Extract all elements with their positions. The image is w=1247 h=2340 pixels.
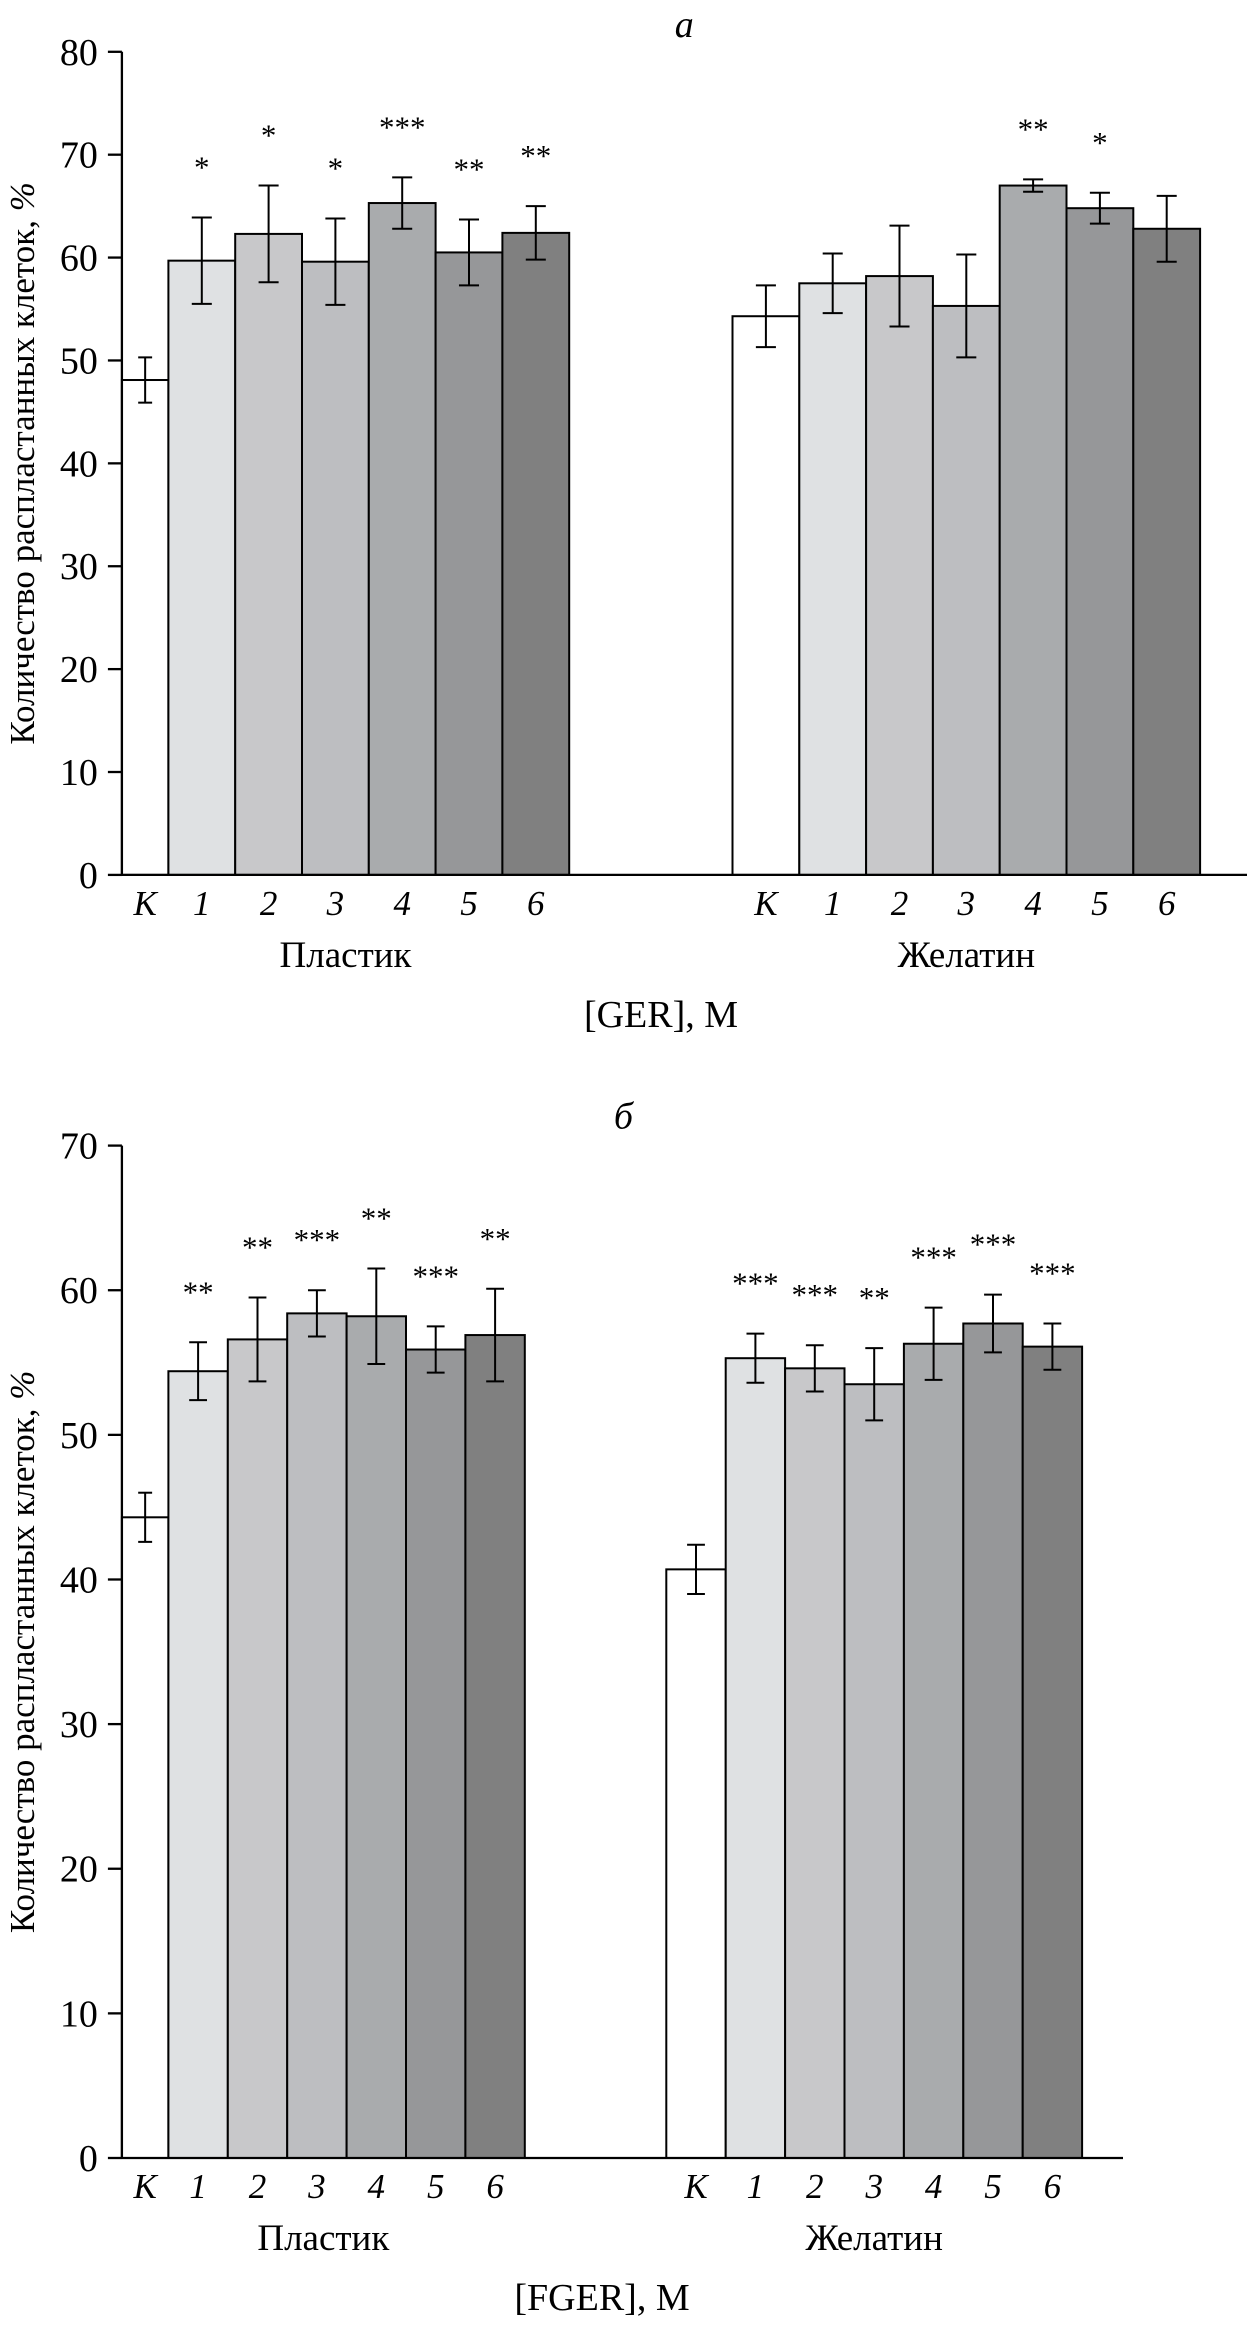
svg-text:6: 6	[527, 884, 545, 923]
svg-text:50: 50	[60, 1415, 98, 1457]
svg-text:***: ***	[1029, 1255, 1076, 1290]
svg-text:80: 80	[60, 32, 98, 74]
svg-text:**: **	[242, 1229, 273, 1264]
svg-text:40: 40	[60, 1559, 98, 1601]
svg-text:Количество распластанных клето: Количество распластанных клеток, %	[3, 182, 42, 745]
svg-text:[FGER], М: [FGER], М	[514, 2277, 689, 2319]
svg-text:3: 3	[326, 884, 345, 923]
svg-text:***: ***	[412, 1258, 459, 1293]
svg-text:Пластик: Пластик	[280, 935, 413, 976]
svg-text:60: 60	[60, 1270, 98, 1312]
svg-text:*: *	[194, 149, 210, 184]
svg-text:4: 4	[393, 884, 411, 923]
svg-text:**: **	[859, 1280, 890, 1315]
svg-text:Желатин: Желатин	[805, 2218, 942, 2259]
svg-text:*: *	[1092, 125, 1108, 160]
svg-text:3: 3	[307, 2167, 326, 2206]
svg-text:3: 3	[957, 884, 976, 923]
svg-text:б: б	[614, 1100, 635, 1137]
svg-text:2: 2	[806, 2167, 824, 2206]
svg-text:70: 70	[60, 1126, 98, 1168]
svg-text:0: 0	[79, 855, 98, 897]
svg-text:**: **	[361, 1201, 392, 1236]
svg-text:Желатин: Желатин	[898, 935, 1035, 976]
svg-text:**: **	[454, 152, 485, 187]
svg-text:1: 1	[824, 884, 842, 923]
svg-text:**: **	[520, 138, 551, 173]
svg-text:10: 10	[60, 1993, 98, 2035]
svg-text:5: 5	[427, 2167, 445, 2206]
svg-text:4: 4	[368, 2167, 386, 2206]
svg-text:***: ***	[294, 1222, 341, 1257]
svg-text:5: 5	[460, 884, 478, 923]
svg-text:6: 6	[1044, 2167, 1062, 2206]
svg-text:60: 60	[60, 238, 98, 280]
svg-text:a: a	[675, 4, 694, 46]
svg-text:3: 3	[864, 2167, 883, 2206]
svg-text:6: 6	[1158, 884, 1176, 923]
svg-text:30: 30	[60, 546, 98, 588]
svg-text:20: 20	[60, 1849, 98, 1891]
svg-text:K: K	[753, 884, 779, 923]
svg-text:***: ***	[792, 1277, 839, 1312]
svg-text:*: *	[261, 118, 277, 153]
svg-text:K: K	[683, 2167, 709, 2206]
svg-text:Пластик: Пластик	[257, 2218, 390, 2259]
svg-text:K: K	[132, 884, 158, 923]
svg-text:10: 10	[60, 752, 98, 794]
svg-text:2: 2	[249, 2167, 267, 2206]
svg-text:0: 0	[79, 2138, 98, 2180]
svg-text:40: 40	[60, 443, 98, 485]
svg-text:30: 30	[60, 1704, 98, 1746]
svg-text:1: 1	[747, 2167, 765, 2206]
svg-text:50: 50	[60, 340, 98, 382]
svg-text:2: 2	[891, 884, 909, 923]
svg-text:1: 1	[189, 2167, 207, 2206]
svg-text:***: ***	[732, 1266, 779, 1301]
svg-text:2: 2	[260, 884, 278, 923]
svg-text:5: 5	[984, 2167, 1002, 2206]
svg-text:5: 5	[1091, 884, 1109, 923]
svg-text:20: 20	[60, 649, 98, 691]
svg-text:1: 1	[193, 884, 211, 923]
svg-text:70: 70	[60, 135, 98, 177]
svg-text:***: ***	[379, 109, 426, 144]
svg-text:*: *	[328, 150, 344, 185]
svg-text:***: ***	[970, 1227, 1017, 1262]
svg-text:K: K	[132, 2167, 158, 2206]
svg-text:4: 4	[1024, 884, 1042, 923]
svg-text:4: 4	[925, 2167, 943, 2206]
svg-text:**: **	[1018, 111, 1049, 146]
svg-text:[GER], М: [GER], М	[584, 994, 738, 1036]
svg-text:**: **	[183, 1274, 214, 1309]
svg-text:Количество распластанных клето: Количество распластанных клеток, %	[3, 1371, 42, 1934]
svg-text:***: ***	[910, 1240, 957, 1275]
svg-text:6: 6	[486, 2167, 504, 2206]
svg-text:**: **	[480, 1221, 511, 1256]
